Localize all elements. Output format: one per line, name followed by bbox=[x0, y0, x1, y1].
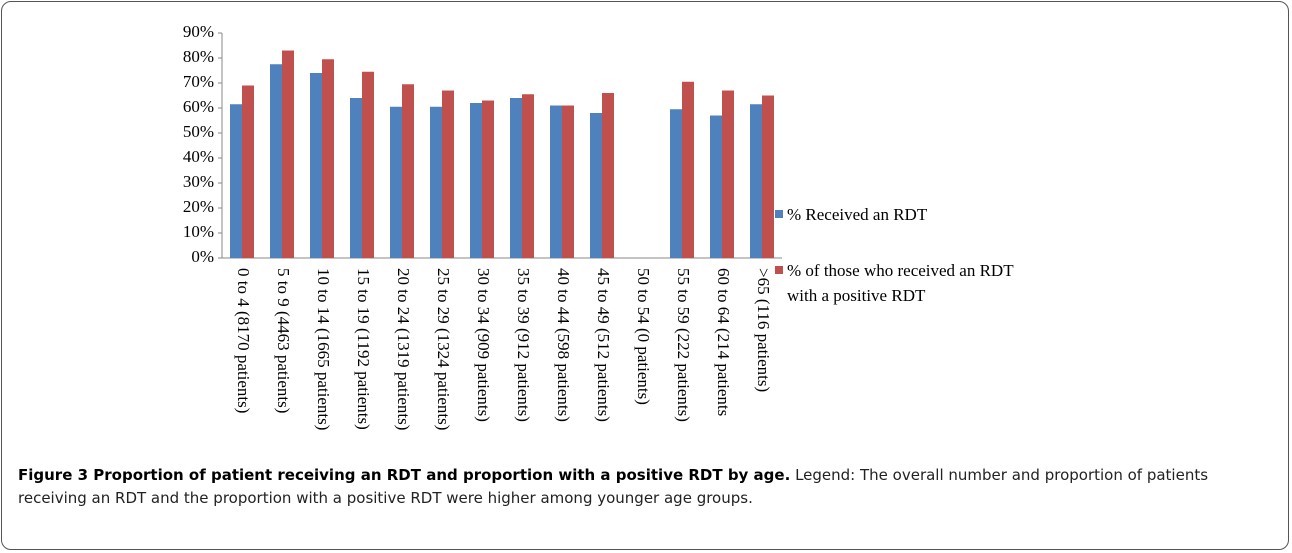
bar bbox=[670, 109, 682, 258]
bar bbox=[322, 59, 334, 258]
bar bbox=[350, 98, 362, 258]
caption-title: Figure 3 Proportion of patient receiving… bbox=[18, 466, 791, 484]
bar bbox=[442, 90, 454, 258]
bar bbox=[470, 103, 482, 258]
x-tick-label: 15 to 19 (1192 patients) bbox=[354, 268, 373, 430]
bar bbox=[750, 104, 762, 258]
bar bbox=[310, 73, 322, 258]
x-tick-label: 60 to 64 (214 patients bbox=[714, 268, 733, 416]
y-tick-label: 10% bbox=[183, 222, 214, 241]
caption: Figure 3 Proportion of patient receiving… bbox=[18, 464, 1268, 510]
x-tick-label: 10 to 14 (1665 patients) bbox=[314, 268, 333, 430]
y-tick-label: 60% bbox=[183, 97, 214, 116]
bar bbox=[430, 106, 442, 258]
y-tick-label: 40% bbox=[183, 147, 214, 166]
y-tick-label: 80% bbox=[183, 47, 214, 66]
bar bbox=[482, 100, 494, 258]
bar bbox=[522, 94, 534, 258]
bar bbox=[682, 81, 694, 258]
x-tick-label: 25 to 29 (1324 patients) bbox=[434, 268, 453, 430]
x-tick-label: 30 to 34 (909 patients) bbox=[474, 268, 493, 422]
bar bbox=[242, 85, 254, 258]
bar bbox=[710, 115, 722, 258]
x-tick-label: 45 to 49 (512 patients) bbox=[594, 268, 613, 422]
y-tick-label: 0% bbox=[191, 247, 214, 266]
x-tick-label: 20 to 24 (1319 patients) bbox=[394, 268, 413, 430]
chart: 0% 10% 20% 30% 40% 50% 60% 70% 80% 90% 0 to 4 (817… bbox=[183, 22, 1014, 431]
x-tick-label: 0 to 4 (8170 patients) bbox=[234, 268, 253, 413]
bar bbox=[602, 93, 614, 258]
caption-text: Legend: The overall number and proportio… bbox=[18, 466, 1209, 507]
y-tick-label: 50% bbox=[183, 122, 214, 141]
bar bbox=[362, 71, 374, 258]
bar bbox=[590, 113, 602, 258]
y-tick-label: 30% bbox=[183, 172, 214, 191]
bar bbox=[402, 84, 414, 258]
legend-swatch bbox=[775, 266, 783, 274]
x-tick-label: >65 (116 patients) bbox=[754, 268, 773, 392]
x-tick-label: 55 to 59 (222 patients) bbox=[674, 268, 693, 422]
y-tick-label: 20% bbox=[183, 197, 214, 216]
x-tick-label: 50 to 54 (0 patients) bbox=[634, 268, 653, 405]
bar bbox=[510, 98, 522, 258]
bar bbox=[550, 105, 562, 258]
bar bbox=[562, 105, 574, 258]
x-tick-label: 5 to 9 (4463 patients) bbox=[274, 268, 293, 413]
bar bbox=[270, 64, 282, 258]
bar bbox=[390, 106, 402, 258]
bar bbox=[762, 95, 774, 258]
legend-swatch bbox=[775, 210, 783, 218]
y-tick-label: 90% bbox=[183, 22, 214, 41]
bar bbox=[230, 104, 242, 258]
bar bbox=[282, 50, 294, 258]
y-tick-label: 70% bbox=[183, 72, 214, 91]
legend-label: % Received an RDT bbox=[787, 205, 928, 224]
bar bbox=[722, 90, 734, 258]
x-tick-label: 35 to 39 (912 patients) bbox=[514, 268, 533, 422]
legend-label: % of those who received an RDT with a pos… bbox=[787, 261, 1014, 305]
x-tick-label: 40 to 44 (598 patients) bbox=[554, 268, 573, 422]
